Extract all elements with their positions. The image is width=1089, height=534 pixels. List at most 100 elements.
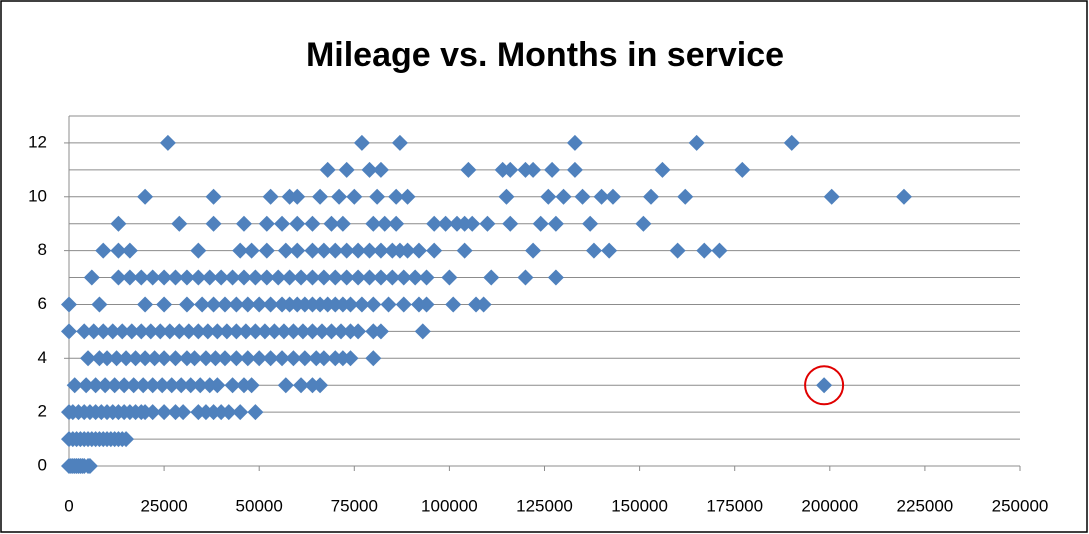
- point: [376, 215, 393, 232]
- point: [395, 296, 412, 313]
- point: [372, 242, 389, 259]
- point: [171, 215, 188, 232]
- point: [441, 269, 458, 286]
- point: [293, 269, 310, 286]
- point: [323, 323, 340, 340]
- x-tick-label: 25000: [140, 496, 187, 515]
- point: [277, 377, 294, 394]
- point: [711, 242, 728, 259]
- highlight-circle: [804, 365, 845, 406]
- point: [293, 377, 310, 394]
- point: [201, 269, 218, 286]
- point: [235, 215, 252, 232]
- point: [190, 323, 207, 340]
- point: [342, 296, 359, 313]
- point: [137, 350, 154, 367]
- point: [159, 134, 176, 151]
- point: [156, 350, 173, 367]
- point: [116, 377, 133, 394]
- point: [464, 215, 481, 232]
- point: [97, 377, 114, 394]
- x-tick-label: 0: [64, 496, 73, 515]
- point: [262, 350, 279, 367]
- point: [696, 242, 713, 259]
- point: [456, 242, 473, 259]
- point: [289, 242, 306, 259]
- point: [270, 269, 287, 286]
- point: [186, 350, 203, 367]
- point: [218, 323, 235, 340]
- point: [334, 215, 351, 232]
- point: [144, 269, 161, 286]
- point: [342, 350, 359, 367]
- point: [289, 188, 306, 205]
- point: [167, 350, 184, 367]
- point: [262, 296, 279, 313]
- point: [171, 323, 188, 340]
- point: [135, 377, 152, 394]
- point: [61, 323, 77, 340]
- point: [152, 323, 169, 340]
- point: [154, 377, 171, 394]
- x-tick-label: 50000: [236, 496, 283, 515]
- point: [161, 323, 178, 340]
- point: [235, 269, 252, 286]
- point: [380, 296, 397, 313]
- point: [315, 269, 332, 286]
- point: [410, 242, 427, 259]
- point: [277, 242, 294, 259]
- point: [262, 188, 279, 205]
- point: [353, 296, 370, 313]
- point: [365, 296, 382, 313]
- y-tick-label: 8: [38, 240, 47, 259]
- point: [315, 242, 332, 259]
- point: [243, 377, 260, 394]
- x-tick-label: 75000: [331, 496, 378, 515]
- point: [178, 269, 195, 286]
- point: [258, 242, 275, 259]
- point: [216, 296, 233, 313]
- point: [365, 215, 382, 232]
- point: [353, 134, 370, 151]
- point: [127, 350, 144, 367]
- point: [532, 215, 549, 232]
- point: [304, 242, 321, 259]
- point: [350, 269, 367, 286]
- point: [156, 269, 173, 286]
- point: [285, 350, 302, 367]
- point: [110, 242, 127, 259]
- point: [182, 377, 199, 394]
- point: [274, 215, 291, 232]
- point: [566, 134, 583, 151]
- point: [274, 350, 291, 367]
- point: [331, 188, 348, 205]
- point: [350, 242, 367, 259]
- point: [167, 269, 184, 286]
- point: [388, 188, 405, 205]
- point: [243, 242, 260, 259]
- point: [228, 350, 245, 367]
- point: [104, 323, 121, 340]
- point: [601, 242, 618, 259]
- point: [547, 215, 564, 232]
- point: [190, 242, 207, 259]
- point: [388, 215, 405, 232]
- point: [133, 269, 150, 286]
- x-tick-label: 100000: [421, 496, 478, 515]
- point: [517, 269, 534, 286]
- point: [197, 350, 214, 367]
- point: [384, 269, 401, 286]
- point: [144, 404, 161, 421]
- point: [313, 323, 330, 340]
- point: [289, 215, 306, 232]
- point: [365, 350, 382, 367]
- point: [199, 323, 216, 340]
- point: [209, 377, 226, 394]
- x-tick-label: 225000: [897, 496, 954, 515]
- point: [121, 242, 138, 259]
- point: [95, 323, 112, 340]
- point: [91, 296, 108, 313]
- point: [437, 215, 454, 232]
- point: [144, 377, 161, 394]
- point: [205, 296, 222, 313]
